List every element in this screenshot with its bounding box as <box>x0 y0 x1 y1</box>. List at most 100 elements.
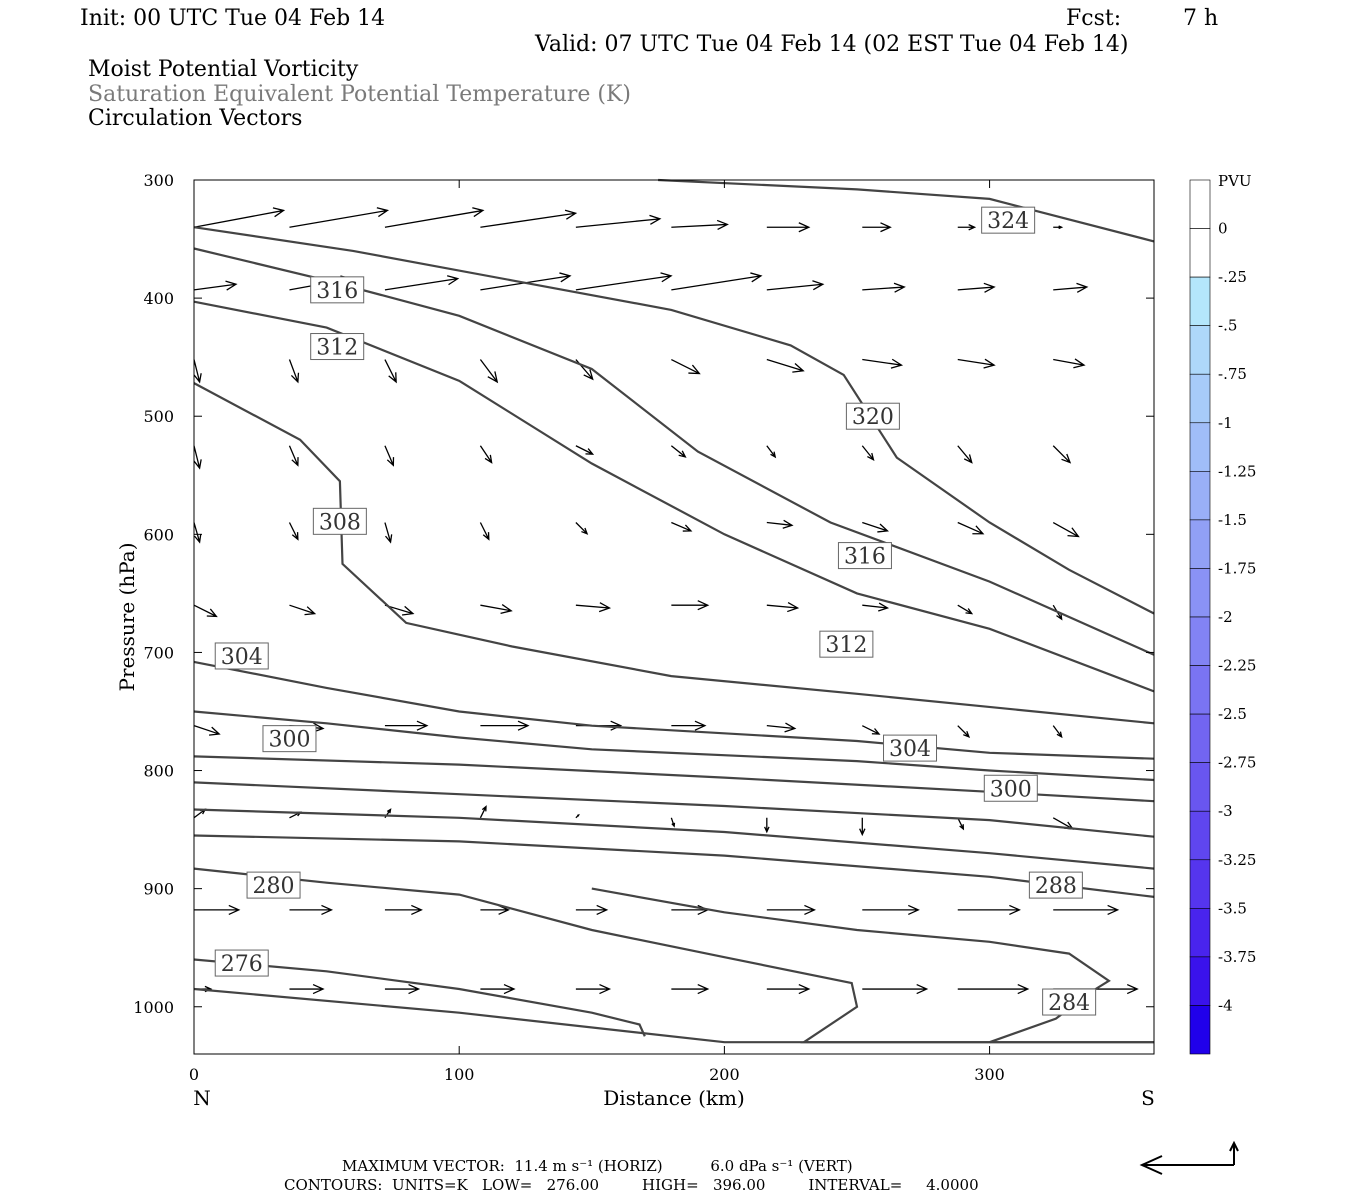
y-tick-label: 500 <box>143 407 174 426</box>
circulation-vector <box>575 983 612 995</box>
forecast-label: Fcst: <box>1066 6 1122 31</box>
circulation-vector <box>384 445 395 467</box>
circulation-vector <box>480 209 578 228</box>
contour-label: 288 <box>1035 874 1077 899</box>
x-tick-label: 200 <box>709 1065 740 1084</box>
x-axis-label: Distance (km) <box>603 1086 745 1110</box>
contour-label-box <box>312 507 367 535</box>
colorbar-swatch <box>1189 762 1211 812</box>
circulation-vector <box>480 272 572 291</box>
contours-note: CONTOURS: UNITS=K LOW= 276.00 HIGH= 396.… <box>284 1176 979 1194</box>
colorbar-label: -.75 <box>1218 365 1247 383</box>
theta-contour-line <box>193 710 1155 782</box>
circulation-vector <box>671 983 710 995</box>
colorbar-swatch <box>1189 859 1211 909</box>
field-title-theta: Saturation Equivalent Potential Temperat… <box>88 82 631 107</box>
y-tick-label: 900 <box>143 880 174 899</box>
circulation-vector <box>384 359 397 384</box>
y-tick-label: 700 <box>143 643 174 662</box>
colorbar-label: -2.25 <box>1218 657 1256 675</box>
circulation-vector <box>862 521 889 533</box>
x-tick-label: 300 <box>974 1065 1005 1084</box>
theta-contour-line <box>193 382 1155 725</box>
circulation-vector <box>575 522 589 535</box>
field-title-pv: Moist Potential Vorticity <box>88 57 359 82</box>
circulation-vector <box>480 720 530 731</box>
theta-contour-line <box>193 781 1155 838</box>
contour-label-box <box>1042 988 1097 1016</box>
circulation-vector <box>575 214 662 228</box>
circulation-vector <box>862 358 904 369</box>
contour-label: 300 <box>268 728 310 753</box>
circulation-vector <box>957 358 996 369</box>
colorbar-label: -3.75 <box>1218 948 1256 966</box>
contour-label: 308 <box>319 510 361 535</box>
contour-label: 304 <box>889 737 931 762</box>
reference-vector-icon <box>1139 1140 1239 1175</box>
contour-label-box <box>310 333 365 361</box>
circulation-vector <box>1052 521 1080 538</box>
circulation-vector <box>957 445 973 464</box>
circulation-vector <box>480 604 513 615</box>
circulation-vector <box>766 358 805 373</box>
circulation-vector <box>862 282 906 293</box>
theta-contours <box>193 178 1155 1044</box>
circulation-vector <box>957 904 1021 916</box>
colorbar-swatch <box>1189 276 1211 326</box>
contour-label-box <box>1028 871 1083 899</box>
colorbar-swatch <box>1189 422 1211 472</box>
circulation-vector <box>862 983 929 995</box>
circulation-vector <box>575 602 612 613</box>
circulation-vector <box>193 207 286 228</box>
circulation-vector <box>193 725 221 736</box>
circulation-vector <box>575 445 595 455</box>
circulation-vector <box>575 813 580 819</box>
circulation-vector <box>671 600 710 611</box>
colorbar-title: PVU <box>1218 172 1252 190</box>
circulation-vector <box>193 359 202 384</box>
x-tick-label: 0 <box>189 1065 199 1084</box>
circulation-vector <box>670 817 676 828</box>
circulation-vector <box>193 445 202 470</box>
circulation-vector <box>1053 358 1086 369</box>
circulation-vector <box>766 519 794 529</box>
contour-label-box <box>214 949 269 977</box>
y-tick-label: 600 <box>143 525 174 544</box>
pv-colorbar: 0 -.25 -.5 -.75 -1 -1.25 -1.5 -1.75 -2 -2.25 -2.5 -… <box>1189 179 1256 1055</box>
circulation-vector <box>289 983 325 995</box>
theta-contour-line <box>193 226 1155 615</box>
colorbar-label: -2.75 <box>1218 754 1256 772</box>
init-time: Init: 00 UTC Tue 04 Feb 14 <box>80 6 386 31</box>
colorbar-label: -3.5 <box>1218 899 1247 917</box>
max-vector-note: MAXIMUM VECTOR: 11.4 m s⁻¹ (HORIZ) 6.0 d… <box>342 1157 853 1175</box>
colorbar-label: -.25 <box>1218 268 1247 286</box>
circulation-vector <box>766 602 800 613</box>
colorbar-swatch <box>1189 519 1211 569</box>
colorbar-swatch <box>1189 810 1211 861</box>
circulation-vector <box>384 983 421 995</box>
circulation-vector <box>193 280 238 291</box>
contour-label-box <box>262 725 317 753</box>
colorbar-swatch <box>1189 665 1211 715</box>
contour-label: 320 <box>852 405 894 430</box>
contour-label: 304 <box>221 645 263 670</box>
circulation-vector <box>861 725 881 735</box>
circulation-vector <box>479 522 490 541</box>
circulation-vector <box>384 522 393 544</box>
circulation-vector <box>957 817 965 831</box>
circulation-vector <box>384 720 429 731</box>
colorbar-label: -2 <box>1218 608 1233 626</box>
colorbar-label: -2.5 <box>1218 705 1247 723</box>
circulation-vector <box>671 219 729 231</box>
y-tick-label: 400 <box>143 289 174 308</box>
circulation-vector <box>289 604 317 616</box>
colorbar-label: 0 <box>1218 220 1228 238</box>
circulation-vector <box>957 224 977 231</box>
colorbar-swatch <box>1189 908 1211 958</box>
circulation-vector <box>671 272 763 291</box>
circulation-vector <box>862 602 890 612</box>
circulation-vectors <box>193 207 1139 995</box>
forecast-hour: 7 h <box>1183 6 1219 31</box>
theta-contour-line <box>193 808 1155 870</box>
